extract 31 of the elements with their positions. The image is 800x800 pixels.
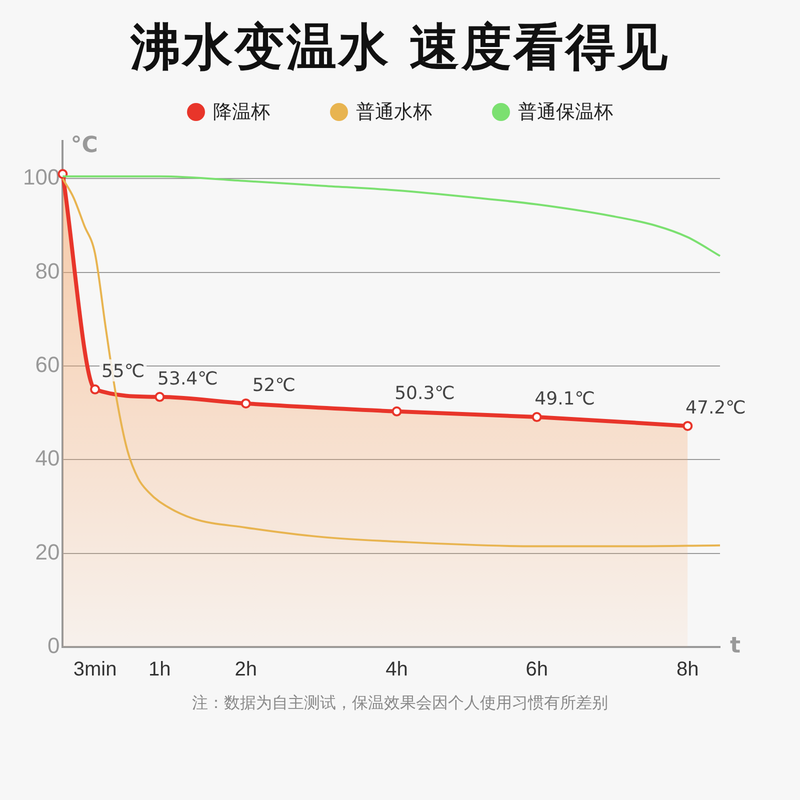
x-tick-label: 3min: [73, 658, 117, 681]
y-tick-label: 60: [35, 352, 60, 378]
x-tick-label: 8h: [676, 658, 699, 681]
point: [240, 398, 251, 408]
point: [90, 384, 100, 394]
y-axis-title: °C: [70, 132, 98, 158]
legend-label: 普通水杯: [355, 100, 432, 125]
point: [532, 412, 542, 422]
point: [682, 420, 693, 431]
legend-label: 普通保温杯: [517, 100, 613, 125]
y-tick-label: 20: [35, 539, 60, 564]
point: [154, 392, 165, 402]
data-label: 55℃: [101, 361, 145, 382]
legend-label: 降温杯: [212, 100, 270, 125]
x-tick-label: 1h: [148, 658, 171, 681]
y-tick-label: 100: [22, 164, 60, 190]
x-tick-label: 4h: [386, 658, 408, 681]
data-label: 52℃: [252, 375, 296, 396]
x-tick-label: 6h: [526, 658, 548, 681]
x-tick-label: 2h: [234, 658, 258, 681]
y-tick-label: 80: [35, 258, 60, 284]
data-label: 50.3℃: [394, 383, 455, 404]
point: [392, 406, 402, 416]
y-tick-label: 0: [47, 633, 60, 658]
text: 注：数据为自主测试，保温效果会因个人使用习惯有所差别: [191, 693, 609, 714]
data-label: 47.2℃: [686, 398, 746, 419]
data-label: 49.1℃: [534, 388, 595, 410]
x-axis-title: t: [730, 634, 741, 659]
chart-title: 沸水变温水 速度看得见: [129, 17, 671, 78]
y-tick-label: 40: [35, 446, 60, 471]
data-label: 53.4℃: [158, 368, 218, 390]
